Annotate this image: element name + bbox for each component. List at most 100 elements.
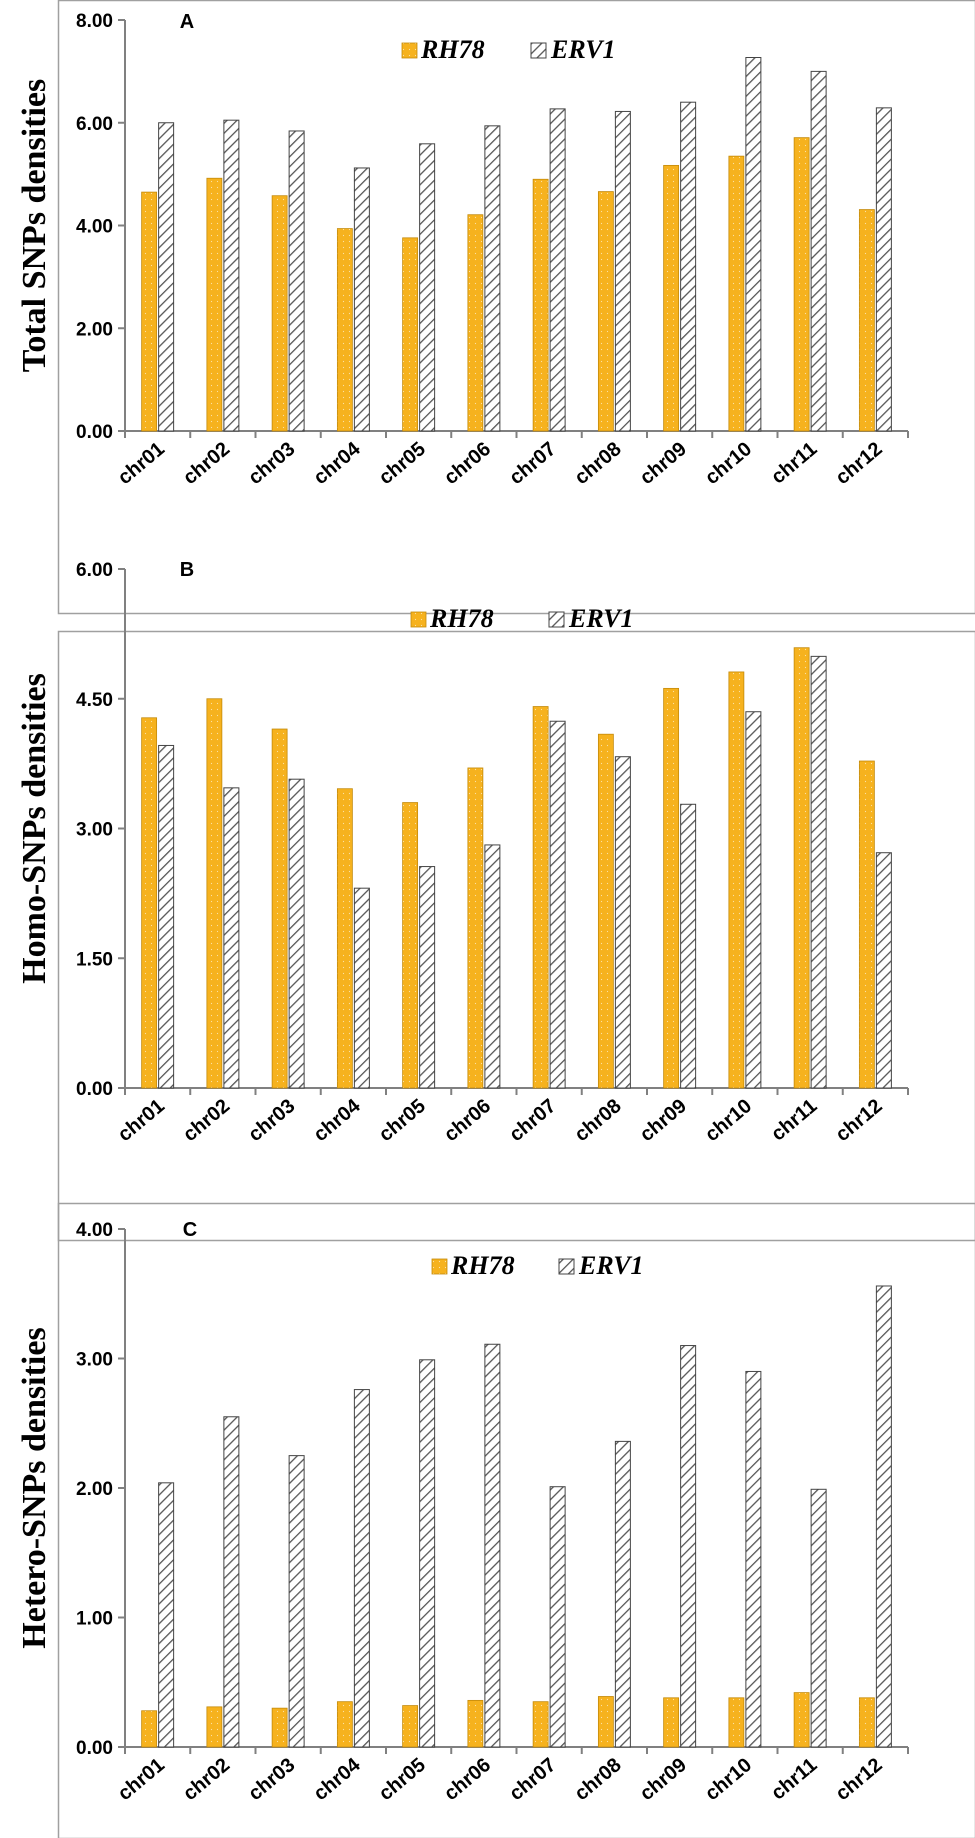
legend-label-rh78: RH78 (429, 604, 494, 633)
bar-erv1-chr11 (810, 655, 827, 1089)
x-tick-label: chr05 (375, 1754, 430, 1805)
legend-label-rh78: RH78 (420, 35, 485, 64)
x-tick-label: chr04 (310, 1753, 366, 1805)
bar-rh78-chr02 (206, 177, 223, 432)
bar-erv1-chr04 (353, 887, 370, 1089)
bar-erv1-chr05 (419, 866, 436, 1089)
x-tick-label: chr07 (505, 1095, 560, 1146)
x-tick-label: chr11 (767, 1754, 821, 1804)
x-tick-label: chr03 (244, 1754, 299, 1805)
x-tick-label: chr11 (767, 1095, 821, 1145)
bar-erv1-chr10 (745, 1370, 762, 1748)
panel-letter: A (180, 11, 194, 33)
y-tick-label: 3.00 (76, 820, 113, 841)
y-tick-label: 8.00 (76, 11, 113, 32)
bar-erv1-chr01 (158, 744, 175, 1089)
bar-erv1-chr03 (288, 1455, 305, 1748)
x-tick-label: chr06 (440, 1754, 495, 1805)
bar-rh78-chr05 (402, 237, 419, 432)
bar-erv1-chr06 (484, 844, 501, 1089)
bar-erv1-chr12 (875, 107, 892, 432)
y-tick-label: 4.00 (76, 1220, 113, 1241)
bar-erv1-chr06 (484, 125, 501, 432)
x-tick-label: chr03 (244, 1095, 299, 1146)
legend: RH78 ERV1 (431, 1251, 644, 1280)
x-tick-label: chr01 (114, 1754, 169, 1805)
bar-rh78-chr12 (858, 1697, 875, 1748)
y-tick-label: 1.50 (76, 949, 113, 970)
bar-erv1-chr07 (549, 720, 566, 1089)
bar-erv1-chr08 (614, 756, 631, 1089)
bar-rh78-chr11 (793, 647, 810, 1089)
y-axis-label: Hetero-SNPs densities (16, 1327, 53, 1648)
bar-erv1-chr11 (810, 70, 827, 432)
legend-label-erv1: ERV1 (550, 35, 616, 64)
bar-erv1-chr09 (680, 1345, 697, 1748)
bar-erv1-chr11 (810, 1488, 827, 1748)
x-tick-label: chr08 (571, 438, 626, 489)
x-tick-label: chr11 (767, 438, 821, 488)
bar-rh78-chr06 (467, 1699, 484, 1748)
legend: RH78 ERV1 (410, 604, 634, 633)
x-tick-label: chr06 (440, 1095, 495, 1146)
bar-erv1-chr09 (680, 803, 697, 1089)
y-tick-label: 0.00 (76, 422, 113, 443)
bar-rh78-chr03 (271, 728, 288, 1089)
x-tick-label: chr07 (505, 438, 560, 489)
bar-rh78-chr08 (597, 733, 614, 1089)
chart-panel-b: 0.00 1.50 3.00 4.50 6.00 Homo-SNPs densities B… (16, 559, 975, 1242)
bar-rh78-chr01 (141, 717, 158, 1089)
panels: 0.00 2.00 4.00 6.00 8.00 Total SNPs densities… (16, 0, 975, 1838)
x-tick-label: chr04 (310, 1094, 366, 1146)
bar-erv1-chr02 (223, 787, 240, 1089)
x-tick-label: chr10 (701, 1754, 756, 1805)
y-axis-label: Total SNPs densities (16, 79, 53, 372)
x-tick-label: chr01 (114, 438, 169, 489)
bar-erv1-chr10 (745, 57, 762, 432)
legend-swatch-rh78 (410, 611, 427, 628)
bar-rh78-chr05 (402, 802, 419, 1089)
x-tick-label: chr08 (571, 1095, 626, 1146)
legend-swatch-erv1 (548, 611, 565, 628)
bar-rh78-chr07 (532, 178, 549, 432)
legend-swatch-erv1 (530, 42, 547, 59)
bar-rh78-chr01 (141, 191, 158, 432)
x-tick-label: chr07 (505, 1754, 560, 1805)
x-tick-label: chr05 (375, 1095, 430, 1146)
panel-letter: B (180, 559, 194, 581)
bar-erv1-chr05 (419, 143, 436, 432)
y-tick-label: 2.00 (76, 319, 113, 340)
x-tick-label: chr09 (636, 438, 691, 489)
bar-erv1-chr08 (614, 1440, 631, 1748)
bar-erv1-chr12 (875, 852, 892, 1089)
bar-erv1-chr09 (680, 101, 697, 432)
bar-rh78-chr03 (271, 195, 288, 432)
x-tick-label: chr12 (832, 1754, 887, 1805)
x-tick-label: chr09 (636, 1754, 691, 1805)
bar-erv1-chr03 (288, 778, 305, 1089)
bar-erv1-chr04 (353, 167, 370, 432)
x-tick-label: chr12 (832, 438, 887, 489)
bar-rh78-chr07 (532, 706, 549, 1089)
y-tick-label: 4.00 (76, 217, 113, 238)
x-tick-label: chr05 (375, 438, 430, 489)
bar-rh78-chr04 (336, 228, 353, 432)
x-tick-label: chr01 (114, 1095, 169, 1146)
bar-rh78-chr02 (206, 698, 223, 1089)
bar-erv1-chr03 (288, 130, 305, 432)
bar-rh78-chr05 (402, 1705, 419, 1748)
bar-erv1-chr01 (158, 122, 175, 432)
bar-erv1-chr12 (875, 1285, 892, 1748)
bar-rh78-chr04 (336, 788, 353, 1089)
bar-rh78-chr09 (663, 164, 680, 432)
x-tick-label: chr04 (310, 437, 366, 489)
bar-erv1-chr07 (549, 108, 566, 432)
bar-rh78-chr10 (728, 155, 745, 432)
x-tick-label: chr03 (244, 438, 299, 489)
panel-frame (57, 1202, 975, 1838)
bar-rh78-chr12 (858, 760, 875, 1089)
y-tick-label: 1.00 (76, 1609, 113, 1630)
x-tick-label: chr06 (440, 438, 495, 489)
legend-swatch-rh78 (431, 1258, 448, 1275)
